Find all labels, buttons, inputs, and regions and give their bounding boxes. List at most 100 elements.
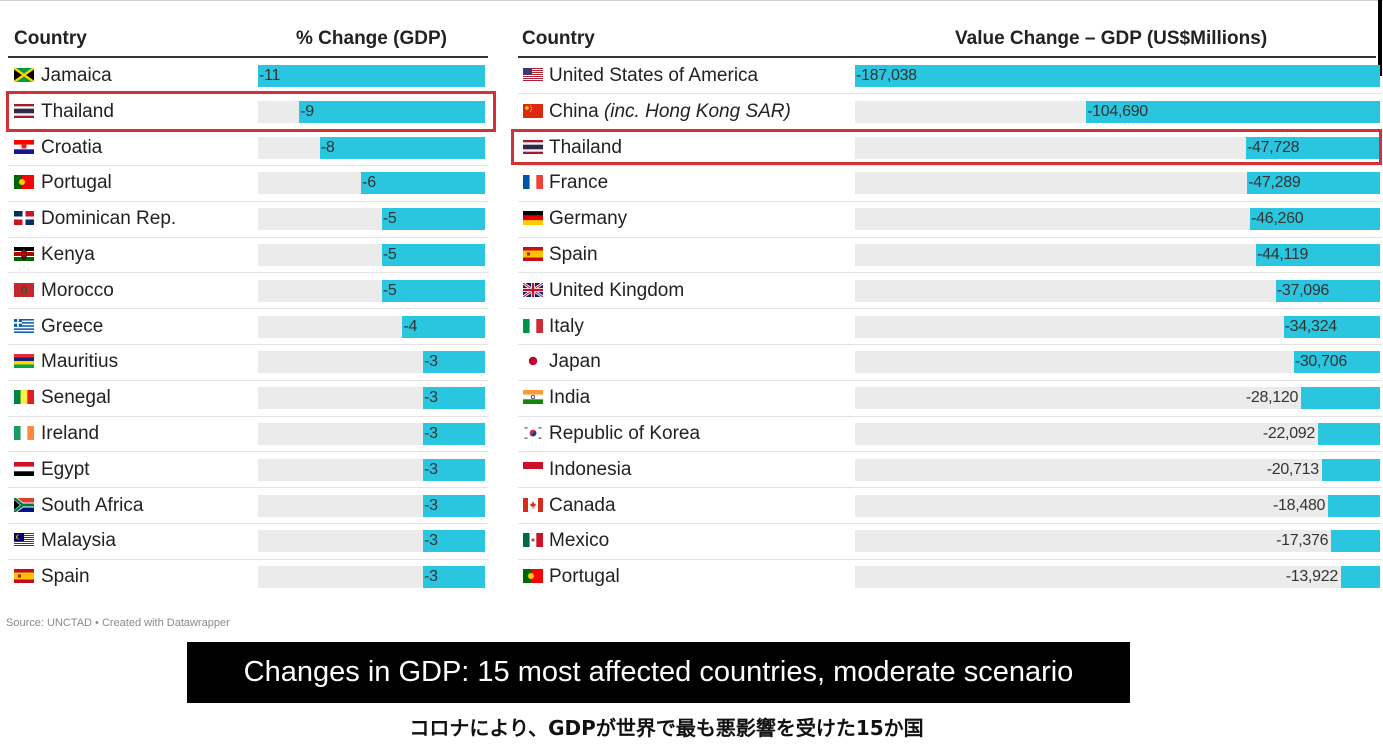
table-row: Jamaica -11 [8, 58, 488, 94]
data-bar [1086, 100, 1380, 123]
greece-flag-icon [14, 318, 34, 333]
right-country-name: Portugal [549, 566, 620, 588]
usa-flag-icon [523, 68, 543, 82]
table-row: Italy -34,324 [518, 309, 1382, 345]
data-bar [1328, 494, 1380, 517]
right-country-name: France [549, 172, 609, 194]
right-value-label: -47,289 [1248, 174, 1301, 192]
left-value-label: -3 [424, 353, 438, 371]
row-divider [8, 164, 488, 166]
row-divider [8, 343, 488, 345]
bar-track: -8 [258, 136, 485, 159]
table-row: United Kingdom -37,096 [518, 273, 1382, 309]
right-header-rule [518, 56, 1376, 58]
data-bar [423, 566, 485, 589]
data-bar [402, 315, 485, 338]
left-country-name: Greece [41, 315, 104, 337]
right-value-label: -28,120 [1245, 389, 1299, 407]
data-bar [1256, 244, 1380, 266]
right-value-label: -104,690 [1087, 102, 1148, 120]
right-country-name: Italy [549, 315, 584, 337]
bar-track: -3 [258, 566, 485, 589]
bar-track: -3 [258, 530, 485, 553]
row-divider [518, 164, 1382, 166]
table-row: Morocco -5 [8, 273, 488, 309]
data-bar [1301, 387, 1380, 410]
row-divider [8, 379, 488, 381]
right-edge-bar [1378, 0, 1382, 76]
right-country-name: India [549, 387, 591, 409]
left-country-name: Senegal [41, 387, 111, 409]
data-bar [423, 530, 485, 553]
bar-track: -13,922 [855, 566, 1380, 589]
data-bar [299, 100, 485, 123]
japan-flag-icon [523, 354, 543, 369]
right-value-label: -187,038 [856, 67, 917, 84]
row-divider [518, 93, 1382, 95]
data-bar [423, 494, 485, 517]
right-value-label: -46,260 [1251, 210, 1304, 228]
data-bar [423, 423, 485, 445]
table-row: Indonesia -20,713 [518, 452, 1382, 488]
left-value-label: -11 [259, 67, 281, 84]
left-value-label: -3 [424, 425, 438, 442]
table-row: Kenya -5 [8, 237, 488, 273]
right-country-name: Thailand [549, 136, 622, 158]
table-row: Germany -46,260 [518, 201, 1382, 237]
right-country-name: Japan [549, 351, 601, 373]
data-bar [1293, 351, 1380, 374]
left-country-name: Malaysia [41, 530, 116, 552]
row-divider [8, 272, 488, 274]
data-bar [1321, 458, 1380, 481]
row-divider [518, 415, 1382, 417]
germany-flag-icon [523, 211, 543, 226]
table-row: Mauritius -3 [8, 344, 488, 380]
bar-track: -5 [258, 279, 485, 302]
table-row: Spain -44,119 [518, 237, 1382, 273]
table-row: France -47,289 [518, 165, 1382, 201]
thailand-flag-icon [523, 139, 543, 154]
table-row: United States of America -187,038 [518, 58, 1382, 94]
row-divider [8, 236, 488, 238]
table-row: Thailand -9 [8, 94, 488, 130]
bar-track: -22,092 [855, 423, 1380, 445]
indonesia-flag-icon [523, 461, 543, 476]
uk-flag-icon [523, 282, 543, 297]
jamaica-flag-icon [14, 68, 34, 82]
caption-banner: Changes in GDP: 15 most affected countri… [187, 642, 1130, 703]
bar-track: -11 [258, 65, 485, 87]
table-row: Ireland -3 [8, 416, 488, 452]
data-bar [381, 279, 485, 302]
left-country-name: Morocco [41, 279, 114, 301]
bar-track: -20,713 [855, 458, 1380, 481]
right-country-name: Spain [549, 244, 598, 265]
right-country-name: China [549, 100, 599, 122]
malaysia-flag-icon [14, 533, 34, 548]
right-country-name: United Kingdom [549, 279, 685, 301]
row-divider [8, 451, 488, 453]
row-divider [518, 308, 1382, 310]
data-bar [258, 65, 485, 87]
bar-track: -37,096 [855, 279, 1380, 302]
senegal-flag-icon [14, 390, 34, 405]
bar-track: -5 [258, 208, 485, 231]
left-header-rule [8, 56, 488, 58]
egypt-flag-icon [14, 461, 34, 476]
right-country-note: (inc. Hong Kong SAR) [603, 100, 791, 122]
left-country-name: Egypt [41, 458, 90, 480]
left-country-name: Spain [41, 566, 90, 588]
left-country-name: Croatia [41, 136, 103, 158]
right-value-label: -18,480 [1272, 496, 1326, 514]
italy-flag-icon [523, 318, 543, 333]
dominican-rep-flag-icon [14, 211, 34, 226]
row-divider [518, 272, 1382, 274]
bar-track: -5 [258, 244, 485, 266]
left-value-label: -5 [382, 210, 397, 228]
right-value-label: -13,922 [1285, 568, 1338, 586]
row-divider [8, 522, 488, 524]
bar-track: -187,038 [855, 65, 1380, 87]
right-country-name: United States of America [549, 65, 759, 86]
row-divider [518, 522, 1382, 524]
table-row: Senegal -3 [8, 380, 488, 416]
table-row: Japan -30,706 [518, 344, 1382, 380]
